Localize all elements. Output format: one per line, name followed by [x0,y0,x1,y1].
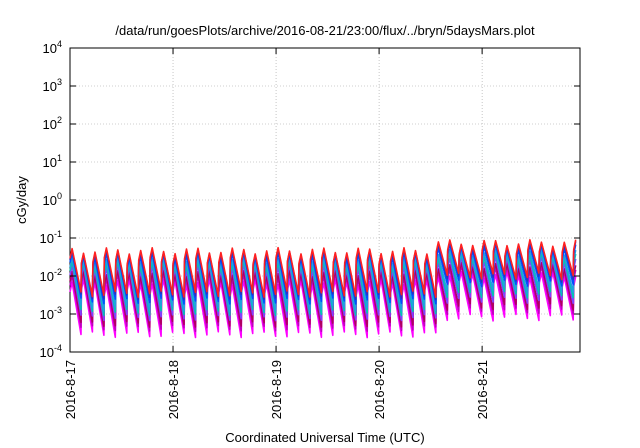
y-tick-label: 103 [43,77,62,94]
x-axis: 2016-8-17 2016-8-18 2016-8-19 2016-8-20 2016… [63,48,490,419]
y-tick-label: 10-3 [40,305,62,322]
x-tick-label: 2016-8-20 [372,360,387,419]
x-tick-label: 2016-8-17 [63,360,78,419]
series-line [69,239,577,298]
y-tick-label: 101 [43,153,62,170]
chart-title: /data/run/goesPlots/archive/2016-08-21/2… [115,23,535,38]
y-tick-label: 10-4 [40,343,62,360]
x-tick-label: 2016-8-21 [475,360,490,419]
y-tick-label: 10-2 [40,267,62,284]
x-tick-label: 2016-8-18 [166,360,181,419]
y-tick-label: 100 [43,191,62,208]
y-tick-label: 10-1 [40,229,62,246]
y-axis-label: cGy/day [14,176,29,224]
y-tick-label: 104 [43,39,62,56]
x-axis-label: Coordinated Universal Time (UTC) [225,430,424,445]
series-group [69,239,577,339]
y-tick-label: 102 [43,115,62,132]
x-tick-label: 2016-8-19 [269,360,284,419]
